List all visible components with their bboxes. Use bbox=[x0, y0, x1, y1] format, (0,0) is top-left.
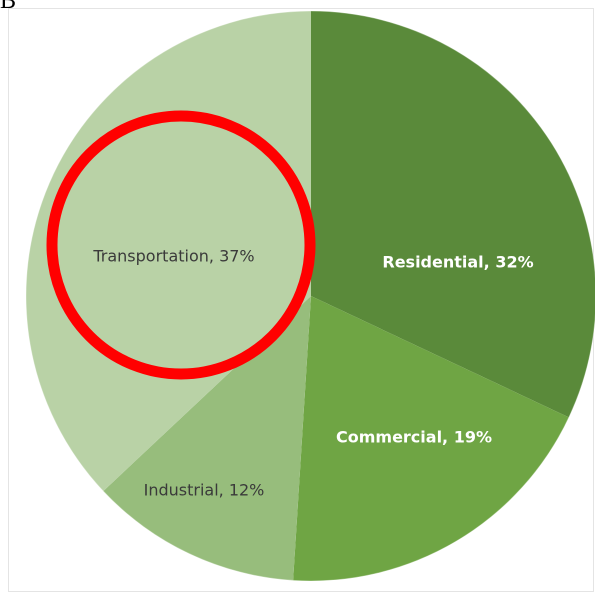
pie-slice-commercial bbox=[293, 296, 569, 581]
pie-slice-industrial bbox=[103, 296, 311, 581]
highlight-circle bbox=[46, 110, 316, 380]
pie-slice-residential bbox=[311, 11, 595, 418]
slice-label-transportation: Transportation, 37% bbox=[92, 247, 254, 266]
slice-label-industrial: Industrial, 12% bbox=[144, 481, 265, 500]
slice-label-commercial: Commercial, 19% bbox=[336, 428, 492, 447]
pie-rim bbox=[25, 10, 595, 582]
slice-label-residential: Residential, 32% bbox=[382, 253, 533, 272]
panel-label: B bbox=[0, 0, 17, 14]
slice-labels: Residential, 32% Commercial, 19% Industria… bbox=[92, 247, 533, 500]
pie-slices bbox=[25, 10, 595, 582]
